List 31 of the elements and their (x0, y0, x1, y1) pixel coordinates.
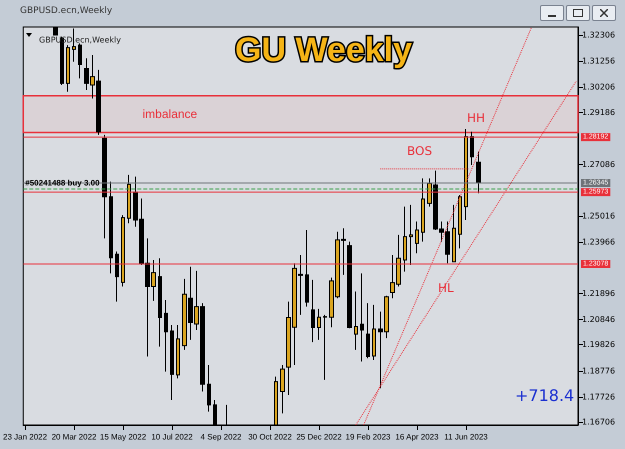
y-tick-label: 1.20846 (582, 314, 616, 324)
x-tick-label: 4 Sep 2022 (200, 432, 242, 442)
annotation: HH (467, 111, 486, 125)
y-tick-label: 1.29186 (582, 108, 616, 117)
y-tick-label: 1.32306 (582, 30, 616, 40)
y-tick-label: 1.25016 (582, 211, 616, 220)
annotation: BOS (407, 144, 432, 158)
x-tick-label: 23 Jan 2022 (2, 432, 48, 442)
band-label: imbalance (142, 107, 198, 122)
annotation: HL (438, 281, 454, 295)
x-tick-label: 20 Mar 2022 (52, 432, 98, 442)
x-tick-label: 19 Feb 2023 (346, 432, 392, 442)
y-tick-label: 1.17726 (582, 392, 616, 402)
x-tick-label: 30 Oct 2022 (248, 432, 292, 442)
x-tick-label: 25 Dec 2022 (296, 432, 342, 442)
x-tick-label: 16 Apr 2023 (395, 432, 440, 442)
ref-line-label: #50241488 buy 3.00 (25, 178, 100, 188)
y-tick-label: 1.18776 (582, 366, 616, 376)
x-tick-label: 15 May 2022 (100, 432, 147, 442)
y-tick-label: 1.23966 (582, 237, 616, 246)
text: GBPUSD.ecn,Weekly (20, 6, 112, 16)
x-tick-label: 10 Jul 2022 (151, 432, 194, 442)
y-tick-label: 1.31256 (582, 56, 616, 66)
y-tick-label: 1.21896 (582, 288, 616, 298)
y-tick-label: 1.16706 (582, 418, 616, 427)
x-tick-label: 11 Jun 2023 (444, 432, 488, 442)
y-tick-label: 1.19826 (582, 340, 616, 350)
chart-title: GU Weekly (235, 31, 412, 69)
y-tick-label: 1.30206 (582, 82, 616, 92)
annotation: +718.4 (515, 386, 574, 405)
y-tick-label: 1.27086 (582, 160, 616, 170)
